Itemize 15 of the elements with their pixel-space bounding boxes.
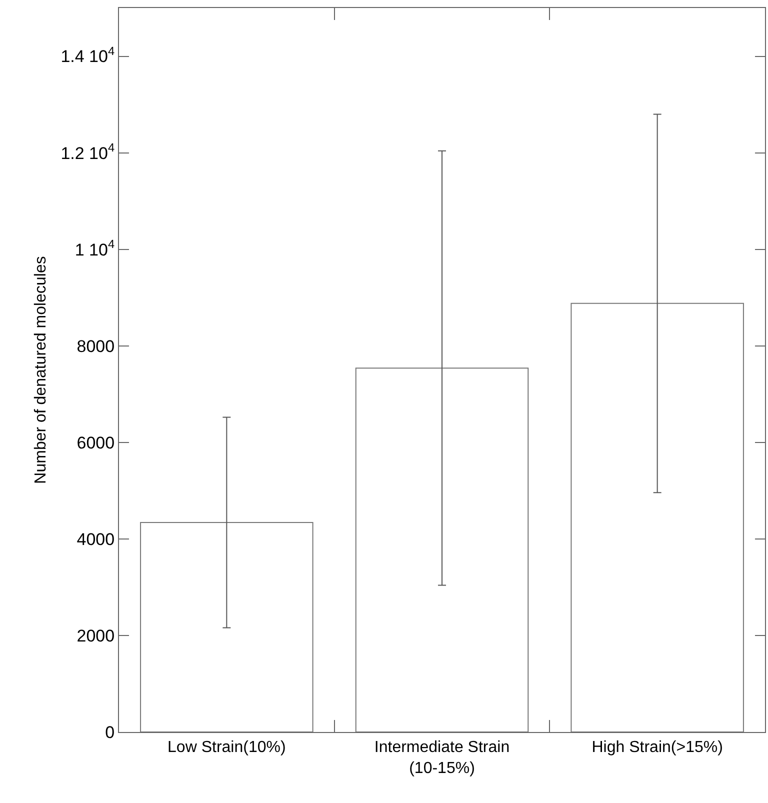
- y-tick-label: 6000: [76, 433, 115, 452]
- y-axis-title: Number of denatured molecules: [32, 256, 50, 484]
- y-tick-label: 0: [105, 722, 115, 742]
- y-tick-label: 2000: [76, 626, 115, 646]
- bar: [570, 302, 744, 732]
- y-tick-label: 4000: [76, 530, 115, 549]
- x-tick-label: High Strain(>15%): [592, 739, 723, 756]
- y-tick-label: 1.4 10$^{4}$: [60, 44, 115, 66]
- bar: [355, 368, 529, 732]
- bar: [140, 522, 314, 732]
- y-tick-label: 1 10$^{4}$: [74, 237, 115, 260]
- x-tick-label: Intermediate Strain (10-15%): [374, 739, 510, 777]
- y-tick-label: 1.2 10$^{4}$: [60, 140, 115, 163]
- y-tick-label: 8000: [76, 336, 115, 356]
- x-tick-label: Low Strain(10%): [168, 739, 286, 756]
